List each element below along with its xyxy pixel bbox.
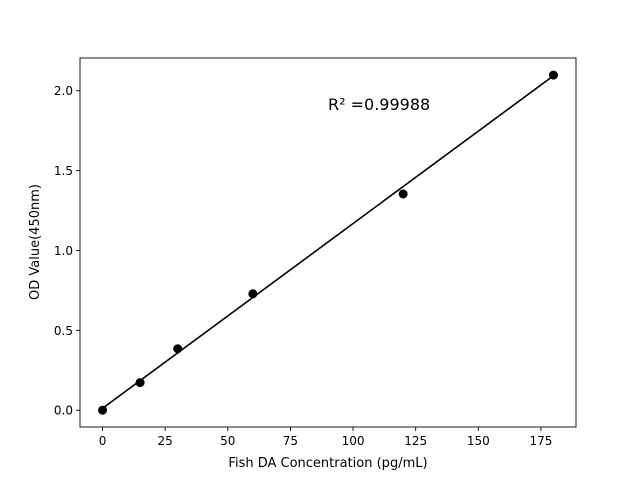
x-tick-label: 50 — [220, 434, 235, 448]
x-axis-label: Fish DA Concentration (pg/mL) — [228, 456, 427, 471]
data-point — [398, 189, 408, 199]
y-tick-label: 2.0 — [54, 84, 73, 98]
r-squared-annotation: R² =0.99988 — [328, 95, 430, 114]
y-tick-label: 0.0 — [54, 404, 73, 418]
data-point — [98, 405, 108, 415]
plot-area: 0 25 50 75 100 125 150 175 0.0 0.5 1.0 1.5 2.0 — [54, 57, 577, 448]
y-tick-label: 0.5 — [54, 324, 73, 338]
y-tick-label: 1.0 — [54, 244, 73, 258]
x-tick-label: 175 — [529, 434, 552, 448]
x-tick-label: 100 — [342, 434, 365, 448]
x-tick-label: 25 — [158, 434, 173, 448]
data-point — [135, 378, 145, 388]
data-point — [248, 289, 258, 299]
x-tick-label: 125 — [404, 434, 427, 448]
x-tick-label: 0 — [99, 434, 107, 448]
x-tick-label: 75 — [283, 434, 298, 448]
y-axis-label: OD Value(450nm) — [28, 184, 43, 300]
x-tick-label: 150 — [467, 434, 490, 448]
axes-frame — [79, 57, 577, 428]
data-point — [173, 344, 183, 354]
data-point — [548, 70, 558, 80]
y-tick-label: 1.5 — [54, 164, 73, 178]
